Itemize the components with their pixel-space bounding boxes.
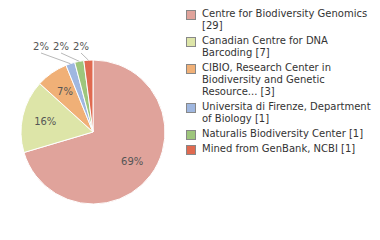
svg-text:69%: 69%: [121, 156, 143, 167]
svg-text:2%: 2%: [33, 41, 49, 52]
html-text:Mined from GenBank, NCBI [1]: Mined from GenBank, NCBI [1]: [202, 143, 356, 154]
svg-text:2%: 2%: [53, 41, 69, 52]
html-text:CIBIO, Research Center in Biod: CIBIO, Research Center in Biodiversity a…: [202, 62, 331, 97]
svg-text:16%: 16%: [34, 116, 56, 127]
html-text:Centre for Biodiversity Genomi: Centre for Biodiversity Genomics [29]: [202, 8, 368, 31]
html-text:Canadian Centre for DNA Barcod: Canadian Centre for DNA Barcoding [7]: [202, 35, 328, 58]
svg-text:7%: 7%: [57, 86, 73, 97]
svg-text:2%: 2%: [73, 41, 89, 52]
html-text:Naturalis Biodiversity Center: Naturalis Biodiversity Center [1]: [202, 128, 364, 139]
html-text:Universita di Firenze, Departm: Universita di Firenze, Department of Bio…: [202, 101, 371, 124]
